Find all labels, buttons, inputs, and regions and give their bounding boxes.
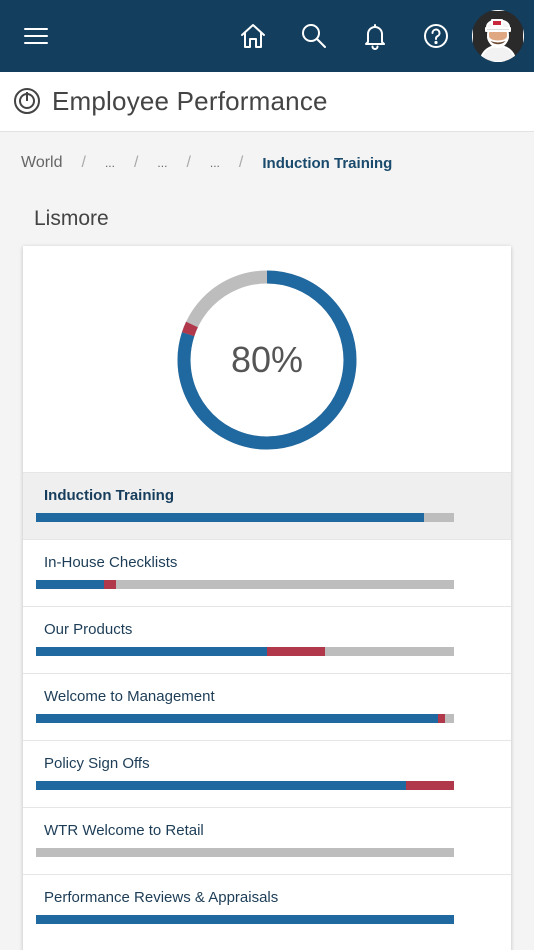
- progress-overdue-segment: [406, 781, 454, 790]
- course-name: WTR Welcome to Retail: [44, 822, 204, 839]
- completion-donut-chart: [177, 270, 357, 450]
- progress-complete-segment: [36, 714, 439, 723]
- progress-overdue-segment: [438, 714, 446, 723]
- progress-complete-segment: [36, 915, 454, 924]
- performance-icon: [14, 88, 40, 114]
- user-avatar[interactable]: [472, 10, 524, 62]
- course-name: Performance Reviews & Appraisals: [44, 889, 279, 906]
- top-nav-bar: [0, 0, 534, 72]
- home-icon: [241, 24, 265, 48]
- bell-icon: [365, 24, 385, 50]
- course-row[interactable]: Induction Training: [23, 472, 511, 539]
- home-button[interactable]: [233, 16, 273, 56]
- course-row[interactable]: Policy Sign Offs: [23, 740, 511, 807]
- help-icon: [424, 24, 448, 48]
- completion-summary: 80%: [23, 246, 511, 472]
- search-button[interactable]: [294, 16, 334, 56]
- breadcrumb-separator: /: [133, 154, 139, 171]
- course-row[interactable]: WTR Welcome to Retail: [23, 807, 511, 874]
- performance-card: 80% Induction Training In-House Checklist…: [23, 246, 511, 950]
- avatar-icon: [472, 10, 524, 62]
- course-name: Our Products: [44, 621, 133, 638]
- course-name: Policy Sign Offs: [44, 755, 150, 772]
- course-list: Induction Training In-House Checklists Our…: [23, 472, 511, 941]
- course-progress-bar: [36, 580, 454, 589]
- breadcrumb-separator: /: [81, 154, 86, 171]
- course-progress-bar: [36, 915, 454, 924]
- location-title: Lismore: [34, 207, 109, 230]
- breadcrumb-root[interactable]: World: [21, 154, 63, 171]
- progress-overdue-segment: [267, 647, 326, 656]
- breadcrumb-ellipsis[interactable]: ...: [104, 156, 115, 170]
- menu-icon: [24, 28, 48, 44]
- progress-overdue-segment: [104, 580, 117, 589]
- course-row[interactable]: Our Products: [23, 606, 511, 673]
- help-button[interactable]: [416, 16, 456, 56]
- course-progress-bar: [36, 513, 454, 522]
- breadcrumb-separator: /: [238, 154, 244, 171]
- progress-complete-segment: [36, 781, 407, 790]
- course-name: Welcome to Management: [44, 688, 215, 705]
- course-progress-bar: [36, 647, 454, 656]
- breadcrumb-separator: /: [186, 154, 191, 171]
- breadcrumb-ellipsis[interactable]: ...: [157, 156, 168, 170]
- course-name: In-House Checklists: [44, 554, 178, 571]
- menu-button[interactable]: [16, 16, 56, 56]
- progress-complete-segment: [36, 647, 268, 656]
- course-progress-bar: [36, 714, 454, 723]
- search-icon: [302, 24, 326, 48]
- course-row[interactable]: Welcome to Management: [23, 673, 511, 740]
- course-progress-bar: [36, 781, 454, 790]
- course-progress-bar: [36, 848, 454, 857]
- progress-complete-segment: [36, 580, 105, 589]
- course-row[interactable]: Performance Reviews & Appraisals: [23, 874, 511, 941]
- course-name: Induction Training: [44, 487, 174, 504]
- title-bar: Employee Performance: [0, 72, 534, 132]
- page-title: Employee Performance: [52, 86, 328, 116]
- progress-complete-segment: [36, 513, 424, 522]
- completion-percent: 80%: [230, 339, 304, 380]
- notifications-button[interactable]: [355, 16, 395, 56]
- course-row[interactable]: In-House Checklists: [23, 539, 511, 606]
- donut-complete-arc: [177, 270, 357, 450]
- breadcrumb-current: Induction Training: [262, 154, 393, 172]
- breadcrumb-ellipsis[interactable]: ...: [209, 156, 220, 170]
- breadcrumb: World / ... / ... / ... / Induction Trai…: [21, 152, 392, 174]
